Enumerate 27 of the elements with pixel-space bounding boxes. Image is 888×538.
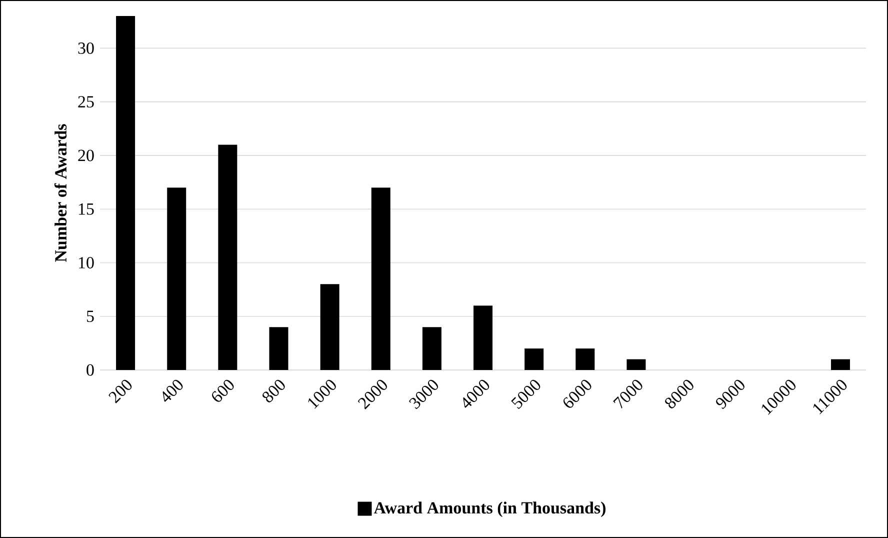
y-tick-label: 0 (86, 364, 94, 376)
bar (269, 327, 288, 370)
legend-label: Award Amounts (in Thousands) (374, 502, 606, 518)
x-tick-label: 6000 (563, 380, 592, 408)
y-tick-label: 5 (86, 310, 94, 322)
y-tick-label: 25 (78, 96, 94, 108)
y-tick-label: 15 (78, 203, 94, 215)
bar (167, 188, 186, 370)
y-tick-label: 20 (78, 150, 94, 162)
bar (320, 284, 340, 370)
bar (371, 188, 390, 370)
bar (830, 359, 850, 370)
y-tick-label: 10 (78, 256, 94, 268)
y-tick-label: 30 (78, 42, 94, 54)
x-tick-label: 600 (212, 380, 234, 402)
x-tick-label: 4000 (463, 380, 490, 408)
y-axis-title: Number of Awards (54, 124, 67, 262)
bar (218, 144, 238, 370)
bar (626, 359, 646, 370)
bar (576, 348, 595, 370)
bar (474, 306, 493, 370)
bar (422, 327, 442, 370)
bar (116, 16, 136, 370)
x-tick-label: 400 (162, 380, 183, 402)
x-tick-label: 200 (108, 380, 132, 404)
x-tick-label: 800 (262, 380, 285, 402)
bar (524, 348, 544, 370)
